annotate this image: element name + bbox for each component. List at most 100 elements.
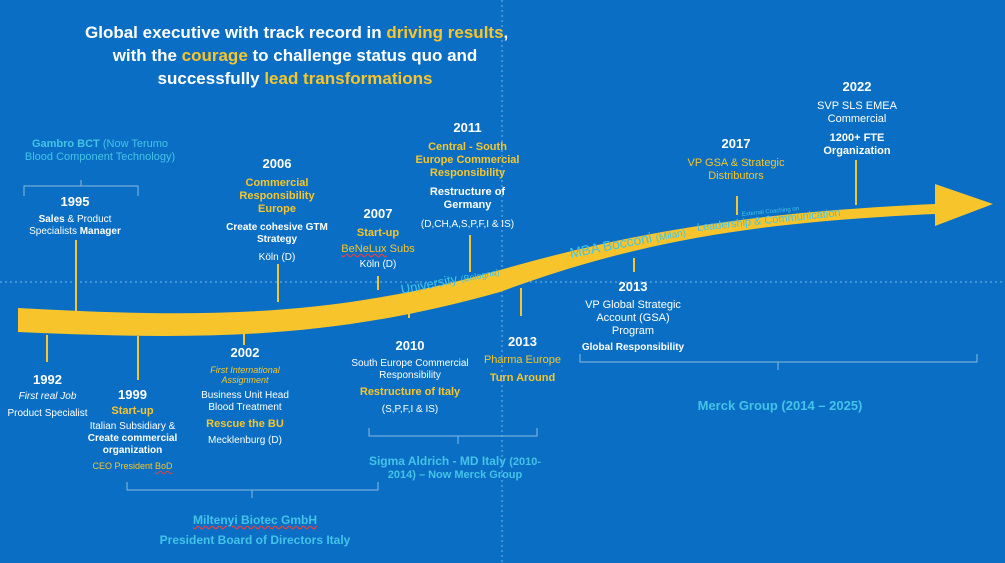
year-2011: 2011 (453, 120, 482, 135)
gambro-name: Gambro BCT (31, 138, 100, 150)
year-1995: 1995 (60, 194, 90, 209)
bracket-miltenyi (126, 482, 379, 498)
event-2011: 2011 Central - South Europe Commercial R… (400, 120, 535, 231)
event-2013-gsa-scope: Global Responsibility (581, 342, 685, 354)
company-merck: Merck Group (2014 – 2025) (697, 398, 863, 413)
year-2006: 2006 (262, 156, 292, 171)
event-2006-headline: Commercial (245, 176, 309, 189)
year-2007: 2007 (363, 206, 393, 221)
year-1999: 1999 (118, 387, 147, 402)
event-2011-headline-2: Europe Commercial (415, 153, 520, 166)
headline-line-2: with the courage to challenge status quo… (85, 45, 505, 68)
event-1999-headline: Start-up (111, 404, 154, 417)
event-1995-specialists: Specialists (29, 225, 80, 237)
event-2013-pharma-headline: Turn Around (489, 371, 556, 384)
bracket-merck (579, 354, 978, 370)
headline-text: successfully (157, 68, 265, 88)
event-2006-headline-2: Responsibility (239, 189, 315, 202)
event-1999-bod: BoD (155, 460, 173, 471)
headline-text: , (503, 23, 509, 42)
brackets (23, 180, 978, 498)
gambro-note-2: Blood Component Technology) (24, 151, 176, 164)
headline: Global executive with track record in dr… (85, 22, 508, 91)
year-2010: 2010 (395, 338, 425, 353)
event-2007-location: Köln (D) (359, 258, 397, 270)
event-1992-title: Product Specialist (7, 407, 88, 419)
bracket-gambro (23, 180, 139, 196)
headline-highlight: driving results (386, 23, 504, 42)
event-2011-detail-2: Germany (443, 199, 492, 212)
year-2013-gsa: 2013 (618, 279, 648, 294)
event-2007-headline: Start-up (356, 226, 400, 239)
event-2007-subs: Subs (386, 242, 415, 255)
headline-line-3: successfully lead transformations (85, 68, 505, 91)
event-1992-role: First real Job (18, 390, 77, 402)
event-2017: 2017 VP GSA & Strategic Distributors (670, 136, 802, 183)
bracket-sigma (368, 428, 538, 444)
event-1999: 1999 Start-up Italian Subsidiary & Creat… (75, 387, 190, 472)
event-2010-headline: Restructure of Italy (359, 385, 461, 398)
event-1995-manager: Manager (79, 225, 121, 237)
headline-highlight: lead transformations (264, 68, 433, 88)
event-2010: 2010 South Europe Commercial Responsibil… (340, 338, 480, 416)
event-2002-headline: Rescue the BU (206, 418, 284, 431)
event-2011-headline: Central - South (428, 140, 507, 153)
event-2006-headline-3: Europe (258, 202, 296, 215)
event-2002-role-2: Blood Treatment (208, 402, 282, 414)
sigma-name: Sigma Aldrich - MD Italy (368, 454, 506, 468)
career-arrow (18, 184, 993, 336)
event-2017-role: VP GSA & Strategic (687, 156, 785, 169)
event-2011-headline-3: Responsibility (429, 166, 506, 179)
event-2013-gsa-role-3: Program (611, 324, 655, 337)
event-2002-role: Business Unit Head (201, 390, 289, 402)
event-2013-gsa: 2013 VP Global Strategic Account (GSA) P… (568, 279, 698, 354)
event-2010-role: South Europe Commercial (351, 357, 469, 369)
year-1992: 1992 (33, 372, 62, 387)
event-2013-pharma-role: Pharma Europe (483, 353, 562, 366)
event-2013-gsa-role-2: Account (GSA) (596, 311, 670, 324)
event-2017-role-2: Distributors (708, 169, 764, 182)
event-2022-scope: 1200+ FTE (829, 131, 885, 144)
miltenyi-role: President Board of Directors Italy (159, 533, 351, 548)
event-1999-action: Create commercial (87, 432, 178, 444)
headline-text: Global executive with track record in (85, 23, 387, 42)
event-2022-role-2: Commercial (827, 112, 887, 125)
event-2022-scope-2: Organization (823, 145, 891, 158)
company-gambro: Gambro BCT (Now Terumo Blood Component T… (0, 138, 200, 164)
headline-text: to challenge status quo and (247, 45, 478, 65)
headline-line-1: Global executive with track record in dr… (85, 22, 508, 45)
company-miltenyi: Miltenyi Biotec GmbH President Board of … (90, 513, 420, 548)
event-2006-location: Köln (D) (258, 252, 296, 264)
event-2007: 2007 Start-up BeNeLux Subs Köln (D) (332, 206, 424, 271)
event-2006-detail: Create cohesive GTM (226, 222, 328, 234)
year-2022: 2022 (842, 79, 872, 94)
event-2011-countries: (D,CH,A,S,P,F,I & IS) (420, 218, 515, 230)
event-1995-sales: Sales (38, 213, 65, 225)
event-2010-countries: (S,P,F,I & IS) (381, 403, 439, 415)
event-2022-role: SVP SLS EMEA (817, 99, 897, 112)
year-2017: 2017 (721, 136, 751, 151)
event-2006-detail-2: Strategy (256, 234, 297, 246)
company-sigma: Sigma Aldrich - MD Italy (2010- 2014) – … (340, 454, 570, 482)
event-2010-role-2: Responsibility (379, 369, 441, 381)
headline-text: with the (112, 45, 182, 65)
event-2011-detail: Restructure of (429, 186, 506, 199)
event-2002-assignment: First International (210, 364, 280, 375)
event-2022: 2022 SVP SLS EMEA Commercial 1200+ FTE O… (802, 79, 912, 158)
event-1999-detail: Italian Subsidiary & (89, 420, 176, 432)
event-2013-pharma: 2013 Pharma Europe Turn Around (475, 334, 570, 385)
gambro-note: (Now Terumo (102, 138, 169, 150)
event-1992: 1992 First real Job Product Specialist (0, 372, 95, 420)
year-2013-pharma: 2013 (508, 334, 537, 349)
event-2013-gsa-role: VP Global Strategic (585, 298, 681, 311)
year-2002: 2002 (230, 345, 260, 360)
miltenyi-name: Miltenyi Biotec GmbH (192, 513, 317, 527)
event-2007-benelux: BeNeLux (341, 242, 387, 255)
event-1995: 1995 Sales & Product Specialists Manager (15, 194, 135, 238)
event-2002-location: Mecklenburg (D) (208, 435, 282, 447)
sigma-note: 2014) – Now Merck Group (387, 469, 523, 482)
event-1999-action-2: organization (102, 444, 163, 456)
event-2002: 2002 First International Assignment Busi… (185, 345, 305, 447)
